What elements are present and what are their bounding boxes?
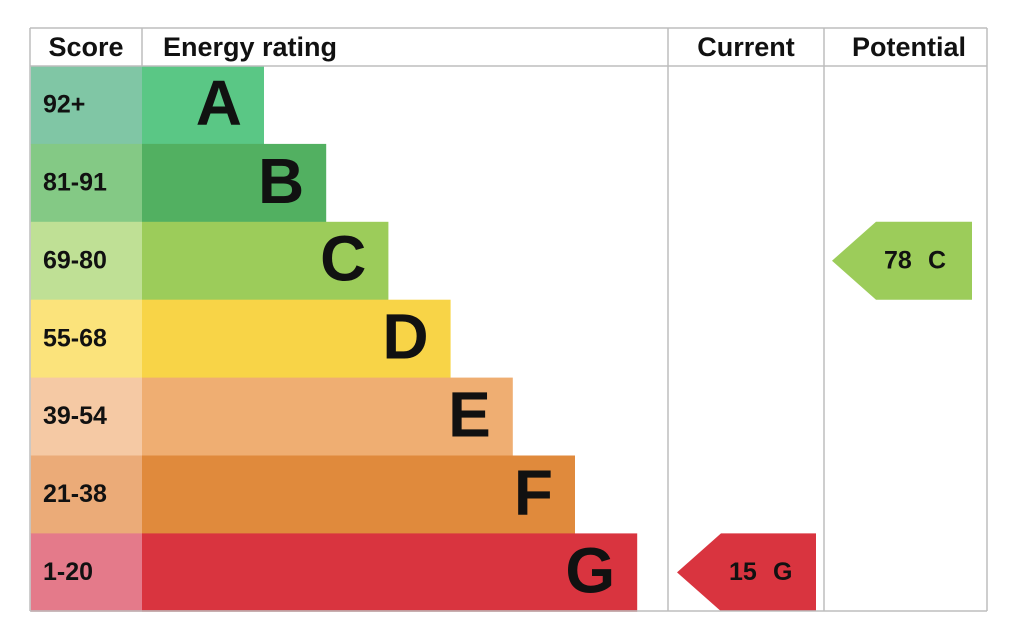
potential-arrow bbox=[832, 221, 972, 300]
band-bar bbox=[142, 377, 513, 456]
score-range: 39-54 bbox=[43, 402, 107, 430]
band-bar bbox=[142, 455, 575, 534]
potential-rating: C bbox=[928, 246, 946, 274]
rating-header: Energy rating bbox=[163, 32, 337, 62]
band-letter: G bbox=[565, 534, 615, 606]
band-bar bbox=[142, 299, 451, 379]
score-range: 92+ bbox=[43, 91, 85, 119]
band-letter: D bbox=[382, 301, 428, 373]
score-cell bbox=[30, 143, 142, 223]
score-cell bbox=[30, 377, 142, 456]
potential-header: Potential bbox=[852, 32, 966, 62]
score-cell bbox=[30, 533, 142, 612]
band-bar bbox=[142, 221, 389, 301]
score-range: 81-91 bbox=[43, 168, 107, 196]
score-cell bbox=[30, 299, 142, 379]
score-range: 1-20 bbox=[43, 558, 93, 586]
score-cell bbox=[30, 221, 142, 301]
band-letter: E bbox=[448, 378, 491, 450]
band-letter: C bbox=[320, 223, 366, 295]
score-header: Score bbox=[48, 32, 123, 62]
band-letter: F bbox=[514, 456, 553, 528]
score-range: 21-38 bbox=[43, 480, 107, 508]
score-range: 69-80 bbox=[43, 246, 107, 274]
band-bar bbox=[142, 143, 327, 223]
current-rating: G bbox=[773, 558, 792, 586]
current-value: 15 bbox=[729, 558, 757, 586]
score-cell bbox=[30, 455, 142, 534]
current-header: Current bbox=[697, 32, 795, 62]
score-cell bbox=[30, 66, 142, 145]
band-letter: B bbox=[258, 145, 304, 217]
current-arrow bbox=[677, 533, 816, 612]
score-range: 55-68 bbox=[43, 324, 107, 352]
potential-value: 78 bbox=[884, 246, 912, 274]
band-bar bbox=[142, 66, 264, 145]
band-letter: A bbox=[196, 67, 242, 139]
band-bar bbox=[142, 533, 638, 612]
